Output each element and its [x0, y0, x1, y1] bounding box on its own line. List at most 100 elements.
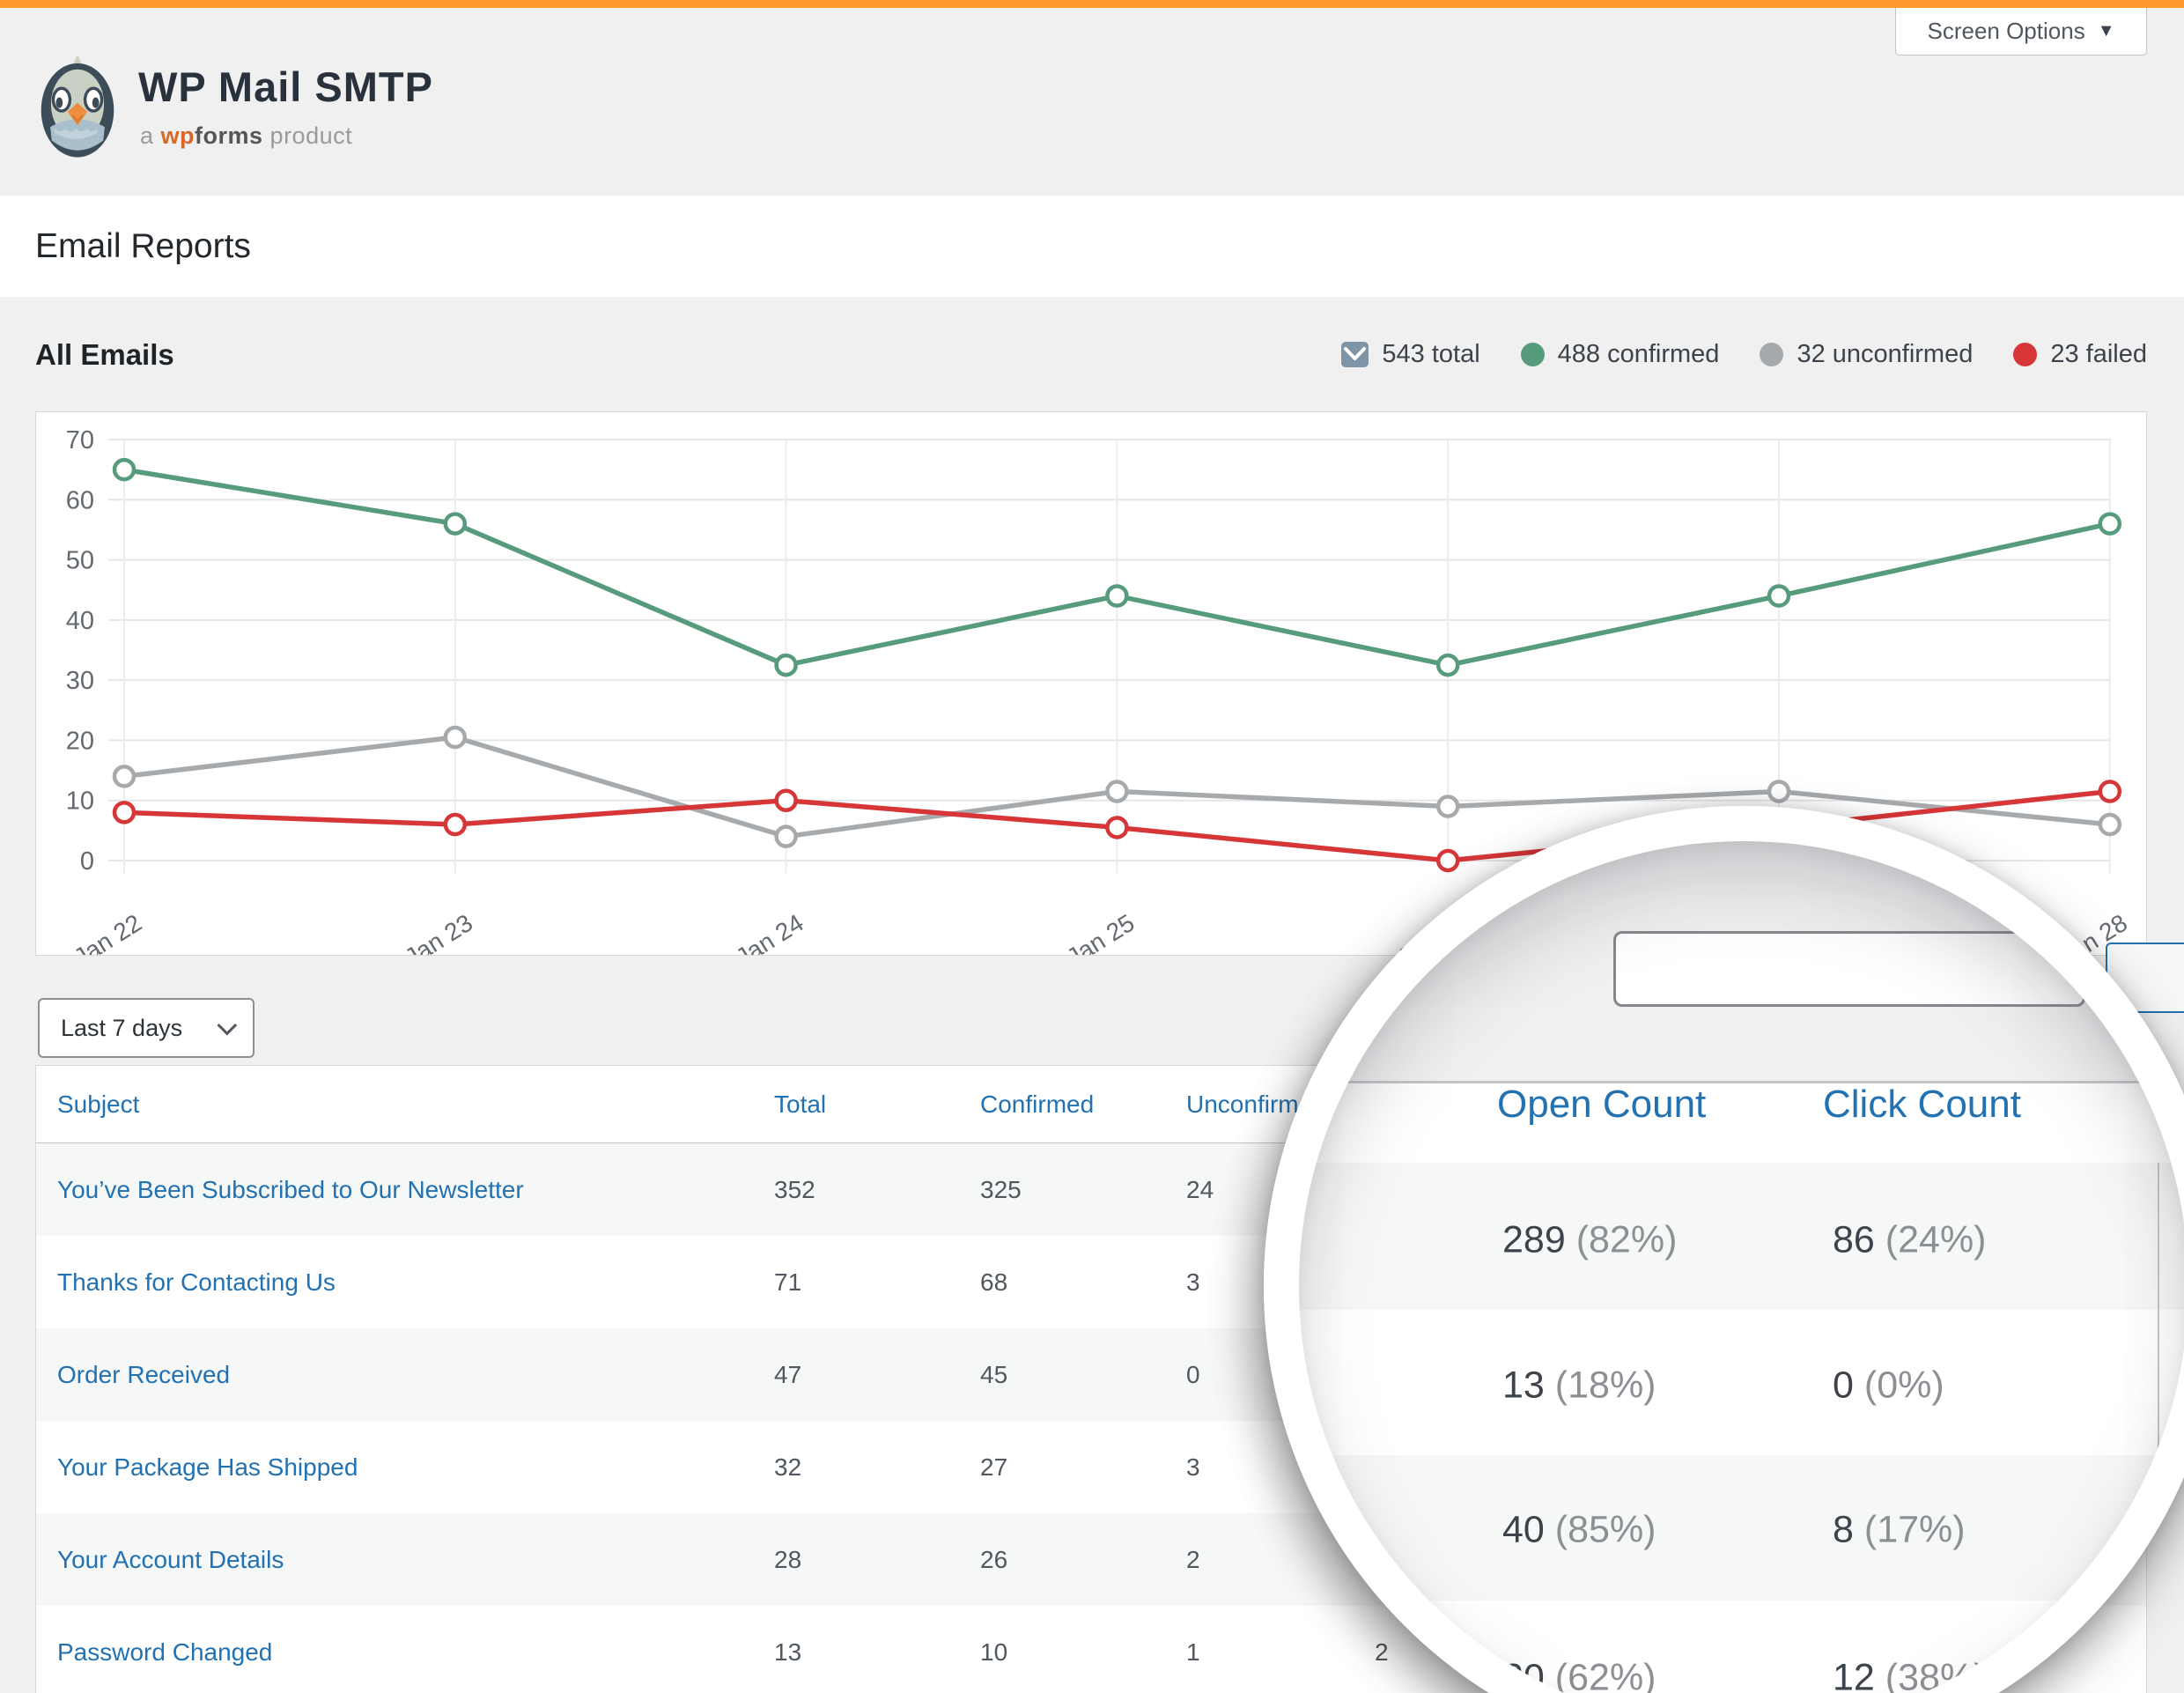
count-number: 40 [1502, 1508, 1545, 1551]
svg-text:50: 50 [66, 547, 94, 575]
legend-failed-label: 23 failed [2050, 340, 2147, 368]
email-subject-link[interactable]: Your Package Has Shipped [57, 1453, 358, 1481]
count-percentage: (82%) [1565, 1218, 1678, 1261]
svg-text:Jan 22: Jan 22 [69, 909, 146, 955]
chevron-down-icon [217, 1015, 238, 1036]
wpforms-brand-wp: wp [160, 122, 196, 149]
legend-item-failed: 23 failed [2013, 340, 2147, 369]
legend-total-label: 543 total [1382, 340, 1480, 368]
confirmed-value: 45 [980, 1360, 1008, 1388]
unconfirmed-value: 0 [1186, 1360, 1200, 1388]
byline: a wpforms product [140, 122, 352, 150]
failed-value: 2 [1375, 1638, 1389, 1666]
magnified-search-input[interactable] [1613, 931, 2085, 1007]
svg-text:60: 60 [66, 486, 94, 514]
legend-confirmed-label: 488 confirmed [1557, 340, 1720, 368]
svg-text:40: 40 [66, 607, 94, 635]
column-header-unconfirmed[interactable]: Unconfirmed [1186, 1090, 1326, 1118]
svg-text:0: 0 [80, 847, 94, 876]
click-count-value: 0 (0%) [1833, 1364, 1944, 1408]
magnified-table-right-border [2158, 1163, 2159, 1693]
page-title: Email Reports [35, 226, 251, 265]
confirmed-value: 325 [980, 1175, 1022, 1203]
count-percentage: (38%) [1874, 1656, 1987, 1693]
svg-text:70: 70 [66, 426, 94, 455]
magnified-table-top-border [1299, 1081, 2184, 1083]
date-range-value: Last 7 days [61, 1014, 183, 1041]
count-percentage: (85%) [1544, 1508, 1656, 1551]
count-number: 13 [1502, 1364, 1545, 1407]
count-number: 8 [1833, 1508, 1854, 1551]
svg-text:10: 10 [66, 787, 94, 816]
chevron-down-icon: ▼ [2097, 21, 2115, 41]
total-value: 28 [774, 1545, 802, 1573]
unconfirmed-value: 3 [1186, 1268, 1200, 1296]
app-title: WP Mail SMTP [138, 63, 433, 110]
unconfirmed-value: 2 [1186, 1545, 1200, 1573]
column-header-total[interactable]: Total [774, 1090, 827, 1118]
magnifier-content: Open Count Click Count 289 (82%) 86 (24%)… [1299, 841, 2184, 1693]
svg-text:Jan 25: Jan 25 [1062, 909, 1140, 955]
svg-text:20: 20 [66, 727, 94, 755]
magnified-search-button[interactable] [2107, 946, 2184, 1015]
total-value: 32 [774, 1453, 802, 1481]
table-header-row: Subject Total Confirmed Unconfirmed [36, 1066, 2146, 1143]
unconfirmed-value: 24 [1186, 1175, 1214, 1203]
plugin-header: WP Mail SMTP a wpforms product [0, 8, 2184, 196]
count-number: 12 [1833, 1656, 1875, 1693]
email-subject-link[interactable]: Order Received [57, 1360, 231, 1388]
column-header-confirmed[interactable]: Confirmed [980, 1090, 1095, 1118]
section-title: All Emails [35, 338, 174, 371]
svg-text:Jan 24: Jan 24 [731, 909, 808, 955]
confirmed-value: 68 [980, 1268, 1008, 1296]
count-percentage: (62%) [1544, 1656, 1656, 1693]
click-count-value: 8 (17%) [1833, 1509, 1966, 1552]
date-range-select[interactable]: Last 7 days [38, 998, 255, 1058]
email-subject-link[interactable]: You’ve Been Subscribed to Our Newsletter [57, 1175, 524, 1203]
column-header-click-count[interactable]: Click Count [1823, 1083, 2021, 1126]
column-header-open-count[interactable]: Open Count [1497, 1083, 1707, 1126]
click-count-value: 86 (24%) [1833, 1219, 1987, 1262]
count-percentage: (0%) [1853, 1364, 1944, 1407]
count-number: 0 [1833, 1364, 1854, 1407]
wpforms-brand-forms: forms [195, 122, 263, 149]
open-count-value: 289 (82%) [1502, 1219, 1677, 1262]
mail-icon [1341, 342, 1369, 367]
byline-prefix: a [140, 122, 161, 149]
failed-dot-icon [2013, 343, 2038, 366]
confirmed-value: 10 [980, 1638, 1008, 1666]
total-value: 352 [774, 1175, 815, 1203]
page-title-band: Email Reports [0, 196, 2184, 297]
count-percentage: (17%) [1853, 1508, 1966, 1551]
total-value: 47 [774, 1360, 802, 1388]
magnified-row-stripe [1299, 1163, 2184, 1310]
email-subject-link[interactable]: Password Changed [57, 1638, 273, 1666]
byline-suffix: product [262, 122, 353, 149]
count-number: 86 [1833, 1218, 1875, 1261]
wp-mail-smtp-logo-icon [41, 55, 114, 158]
count-number: 20 [1502, 1656, 1545, 1693]
screen-options-button[interactable]: Screen Options ▼ [1895, 8, 2147, 55]
open-count-value: 20 (62%) [1502, 1657, 1656, 1693]
total-value: 13 [774, 1638, 802, 1666]
screen-options-label: Screen Options [1927, 18, 2085, 44]
legend-item-confirmed: 488 confirmed [1520, 340, 1720, 369]
unconfirmed-value: 1 [1186, 1638, 1200, 1666]
top-accent-bar [0, 0, 2184, 8]
svg-text:Jan 23: Jan 23 [400, 909, 477, 955]
chart-legend: 543 total 488 confirmed 32 unconfirmed 2… [1341, 340, 2147, 369]
column-header-subject[interactable]: Subject [57, 1090, 140, 1118]
count-percentage: (24%) [1874, 1218, 1987, 1261]
email-subject-link[interactable]: Your Account Details [57, 1545, 284, 1573]
count-percentage: (18%) [1544, 1364, 1656, 1407]
legend-unconfirmed-label: 32 unconfirmed [1797, 340, 1974, 368]
legend-item-total: 543 total [1341, 340, 1480, 369]
unconfirmed-value: 3 [1186, 1453, 1200, 1481]
open-count-value: 13 (18%) [1502, 1364, 1656, 1408]
click-count-value: 12 (38%) [1833, 1657, 1987, 1693]
email-subject-link[interactable]: Thanks for Contacting Us [57, 1268, 336, 1296]
svg-text:30: 30 [66, 667, 94, 695]
total-value: 71 [774, 1268, 802, 1296]
